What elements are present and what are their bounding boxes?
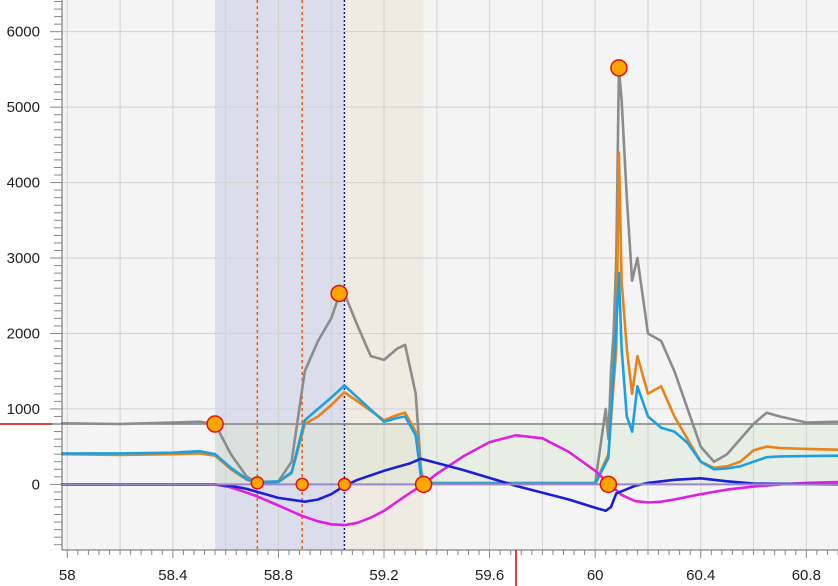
event-point-4[interactable]: [337, 477, 352, 492]
x-tick-label: 59.2: [369, 567, 398, 584]
event-point-1[interactable]: [250, 476, 265, 490]
series-line-3: [60, 433, 838, 527]
x-tick-label: 60.4: [686, 567, 715, 584]
event-point-2[interactable]: [295, 477, 309, 492]
y-tick-label: 0: [32, 476, 40, 493]
plot-background: [62, 0, 838, 550]
x-axis: 58 58.4 58.8 59.2 59.6 60 60.4 60.8: [59, 549, 838, 586]
x-tick-label: 59.6: [475, 567, 504, 584]
x-tick-label: 60.8: [792, 567, 821, 584]
y-tick-label: 3000: [7, 250, 40, 267]
x-tick-label: 58.4: [158, 567, 187, 584]
y-axis: 0 1000 2000 3000 4000 5000 6000: [7, 0, 63, 550]
event-point-3[interactable]: [330, 284, 348, 303]
y-tick-label: 4000: [7, 175, 40, 192]
grid: [62, 0, 838, 550]
event-points[interactable]: [206, 59, 628, 494]
event-point-5[interactable]: [414, 475, 433, 494]
y-tick-label: 5000: [7, 99, 40, 116]
regions: [215, 0, 838, 550]
y-tick-label: 1000: [7, 401, 40, 418]
shaded-region-2: [215, 424, 838, 485]
event-point-0[interactable]: [206, 415, 224, 433]
x-tick-label: 60: [587, 567, 604, 584]
shaded-region-0: [215, 0, 345, 550]
x-tick-label: 58.8: [264, 567, 293, 584]
event-point-6[interactable]: [599, 475, 618, 494]
series-line-4: [60, 457, 838, 513]
y-tick-label: 6000: [7, 24, 40, 41]
event-point-7[interactable]: [610, 59, 628, 77]
x-tick-label: 58: [59, 567, 76, 584]
y-tick-label: 2000: [7, 325, 40, 342]
